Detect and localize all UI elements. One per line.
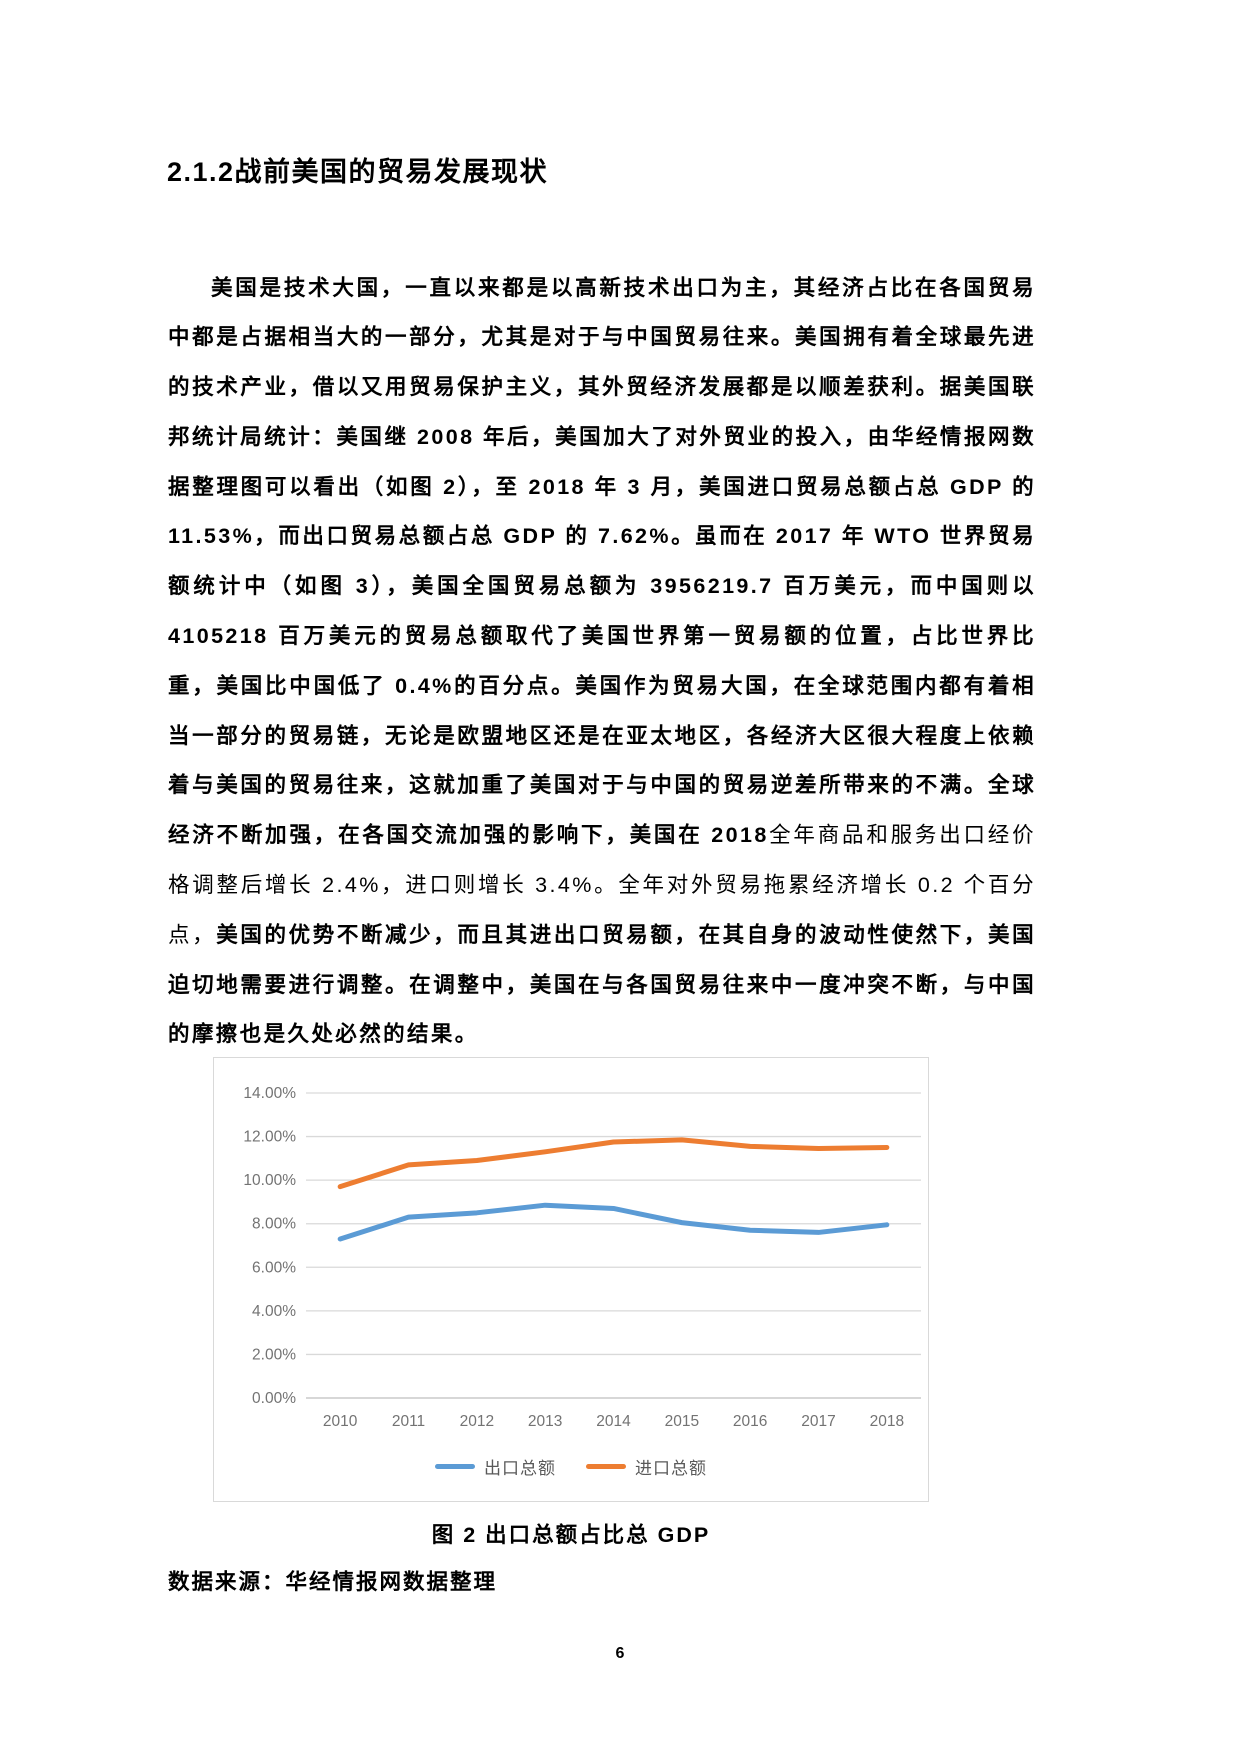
legend-item: 出口总额: [435, 1454, 556, 1479]
y-tick-label: 4.00%: [252, 1303, 296, 1320]
paragraph-segment-bold-2: 美国的优势不断减少，而且其进出口贸易额，在其自身的波动性使然下，美国迫切地需要进…: [168, 922, 1036, 1047]
paragraph-segment-regular: 全年商品和服务出口经价格调整后增长 2.4%，进口则增长 3.4%。全年对外贸易…: [168, 823, 1036, 947]
paragraph-segment-bold-1: 美国是技术大国，一直以来都是以高新技术出口为主，其经济占比在各国贸易中都是占据相…: [168, 275, 1036, 848]
legend-swatch: [586, 1464, 626, 1469]
y-tick-label: 0.00%: [252, 1390, 296, 1407]
series-line-export: [337, 1202, 890, 1242]
figure-caption: 图 2 出口总额占比总 GDP: [431, 1523, 711, 1547]
x-tick-label: 2013: [528, 1413, 562, 1430]
y-tick-label: 10.00%: [243, 1172, 296, 1189]
x-tick-label: 2011: [392, 1413, 425, 1430]
x-tick-label: 2015: [665, 1413, 699, 1430]
page-number: 6: [615, 1645, 625, 1662]
y-tick-label: 8.00%: [252, 1216, 296, 1233]
x-tick-label: 2012: [460, 1413, 494, 1430]
y-tick-label: 14.00%: [243, 1085, 296, 1102]
body-paragraph: 美国是技术大国，一直以来都是以高新技术出口为主，其经济占比在各国贸易中都是占据相…: [168, 264, 1036, 1061]
legend-label: 出口总额: [484, 1459, 556, 1478]
legend-item: 进口总额: [586, 1454, 707, 1479]
y-tick-label: 2.00%: [252, 1346, 296, 1363]
y-tick-label: 12.00%: [243, 1129, 296, 1146]
x-tick-label: 2017: [801, 1413, 835, 1430]
y-tick-label: 6.00%: [252, 1259, 296, 1276]
legend-label: 进口总额: [635, 1459, 707, 1478]
chart-legend: 出口总额 进口总额: [214, 1454, 928, 1479]
legend-swatch: [435, 1464, 475, 1469]
x-tick-label: 2014: [596, 1413, 631, 1430]
data-source-note: 数据来源：华经情报网数据整理: [168, 1570, 498, 1594]
section-heading: 2.1.2战前美国的贸易发展现状: [167, 157, 549, 187]
x-tick-label: 2018: [870, 1413, 904, 1430]
series-line-import: [337, 1137, 890, 1190]
x-tick-label: 2010: [323, 1413, 358, 1430]
chart-svg: 0.00% 2.00% 4.00% 6.00% 8.00% 10.00% 12.00% 14.…: [243, 1085, 921, 1430]
x-tick-label: 2016: [733, 1413, 767, 1430]
gdp-trade-ratio-chart: 0.00% 2.00% 4.00% 6.00% 8.00% 10.00% 12.00% 14.…: [213, 1057, 929, 1502]
